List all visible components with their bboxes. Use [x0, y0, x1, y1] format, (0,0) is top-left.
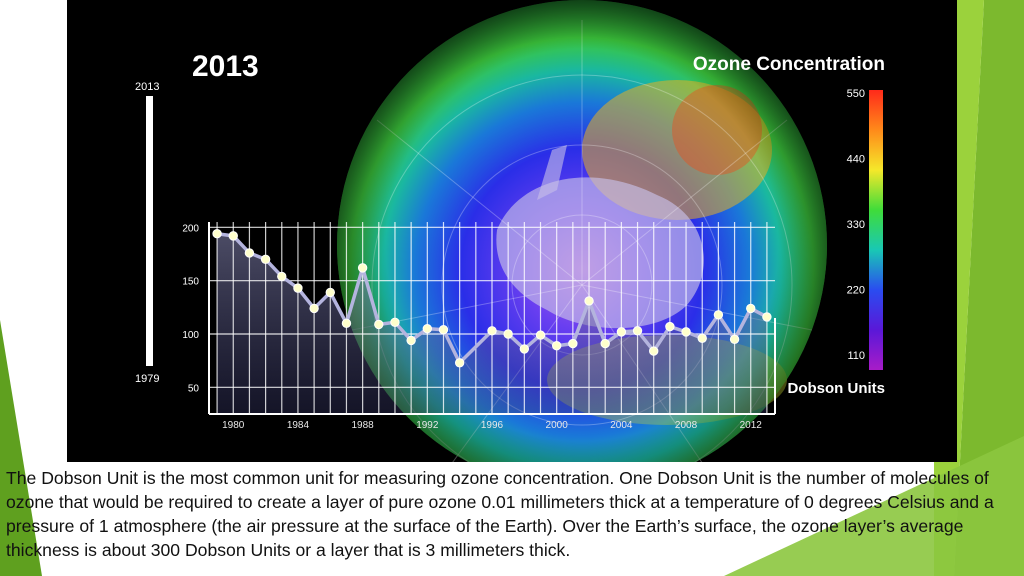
x-tick-label: 2000 — [546, 420, 569, 431]
series-area — [217, 233, 767, 414]
data-point — [325, 287, 335, 298]
timeline-top-label: 2013 — [135, 81, 159, 93]
colorbar-tick-label: 110 — [847, 350, 865, 362]
data-point — [309, 303, 319, 314]
y-tick-label: 150 — [182, 277, 199, 288]
x-tick-label: 1980 — [222, 420, 245, 431]
data-point — [454, 358, 465, 368]
y-tick-label: 200 — [182, 223, 199, 234]
data-point — [341, 318, 352, 329]
ozone-line-chart: 200 150 100 50 1980 1984 1988 1992 1996 2000 2004 2… — [182, 222, 776, 431]
data-point — [665, 321, 675, 332]
colorbar — [869, 90, 883, 370]
ozone-chart: 2013 2013 1979 Ozone Concentration 550 44… — [135, 0, 886, 462]
ozone-figure: 2013 2013 1979 Ozone Concentration 550 44… — [67, 0, 957, 462]
data-point — [632, 326, 643, 336]
data-point — [519, 344, 530, 354]
slide-accent-left — [0, 320, 42, 576]
x-tick-label: 1988 — [352, 420, 375, 431]
data-point — [244, 248, 255, 258]
data-point — [212, 229, 222, 239]
data-point — [584, 296, 594, 306]
data-point — [551, 341, 562, 351]
x-tick-label: 1992 — [416, 420, 439, 431]
colorbar-tick-label: 550 — [847, 88, 865, 100]
colorbar-tick-label: 220 — [847, 285, 865, 297]
data-point — [746, 303, 756, 314]
data-point — [681, 327, 691, 337]
colorbar-unit: Dobson Units — [788, 380, 886, 397]
year-title: 2013 — [192, 50, 259, 83]
timeline-bar — [146, 96, 153, 366]
data-point — [277, 271, 287, 282]
data-point — [228, 231, 238, 241]
data-point — [600, 338, 610, 349]
x-tick-label: 1996 — [481, 420, 504, 431]
colorbar-tick-label: 440 — [847, 154, 865, 166]
data-point — [422, 323, 433, 334]
data-point — [729, 334, 740, 345]
data-point — [535, 330, 546, 340]
data-point — [438, 325, 449, 335]
x-tick-label: 2004 — [610, 420, 633, 431]
timeline-bottom-label: 1979 — [135, 373, 159, 385]
data-point — [260, 254, 271, 265]
slide-caption: The Dobson Unit is the most common unit … — [6, 468, 994, 560]
data-point — [762, 312, 772, 322]
x-tick-label: 2012 — [740, 420, 763, 431]
data-point — [374, 319, 384, 330]
colorbar-ticks: 550 440 330 220 110 — [847, 88, 865, 362]
slide-accent-bottom — [724, 436, 1024, 576]
y-tick-label: 50 — [188, 383, 200, 394]
data-point — [649, 346, 659, 356]
data-point — [503, 329, 513, 339]
series-line — [216, 231, 768, 365]
data-point — [357, 263, 368, 273]
data-point — [406, 335, 416, 346]
data-point — [487, 326, 497, 336]
data-point — [390, 317, 400, 327]
data-point — [293, 283, 303, 293]
y-tick-label: 100 — [182, 330, 199, 341]
data-point — [697, 333, 707, 343]
colorbar-title: Ozone Concentration — [693, 54, 885, 75]
x-tick-label: 1984 — [287, 420, 310, 431]
x-tick-label: 2008 — [675, 420, 698, 431]
colorbar-tick-label: 330 — [847, 219, 865, 231]
data-point — [713, 310, 724, 320]
data-point — [568, 338, 578, 349]
data-point — [616, 327, 627, 337]
